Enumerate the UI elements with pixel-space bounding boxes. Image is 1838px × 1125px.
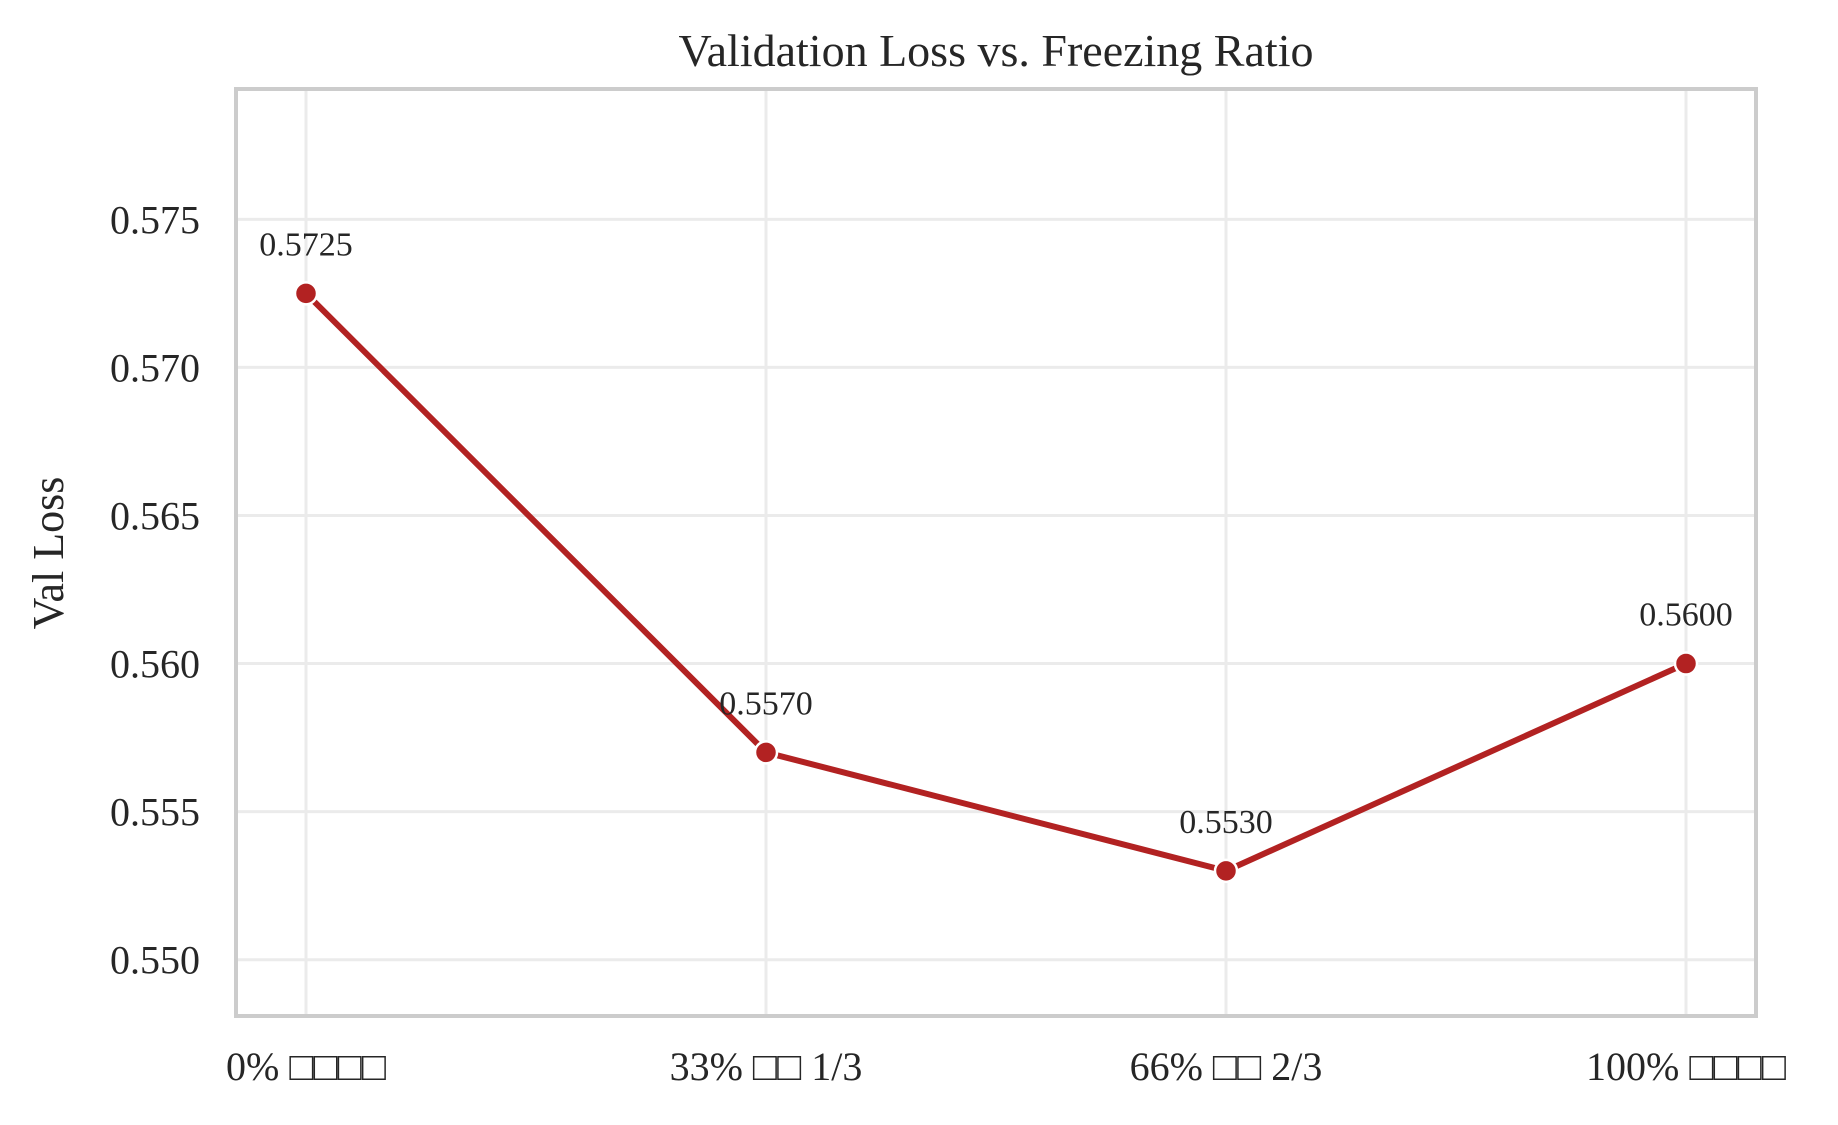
- y-tick-label: 0.555: [110, 790, 200, 835]
- data-point: [1673, 651, 1699, 676]
- data-label: 0.5530: [1179, 804, 1273, 841]
- series-line: [303, 291, 1688, 874]
- x-tick-label: 100% □□□□: [1586, 1044, 1786, 1089]
- data-point: [753, 740, 779, 765]
- y-tick-label: 0.565: [110, 493, 200, 538]
- x-tick-label: 33% □□ 1/3: [670, 1044, 863, 1089]
- data-point: [293, 281, 319, 306]
- data-label: 0.5725: [259, 226, 353, 263]
- plot-frame: [234, 87, 1758, 1018]
- data-labels: 0.5725 0.5570 0.5530 0.5600: [259, 226, 1733, 841]
- y-tick-label: 0.575: [110, 197, 200, 242]
- y-axis-label: Val Loss: [24, 477, 73, 630]
- x-tick-label: 66% □□ 2/3: [1130, 1044, 1323, 1089]
- x-ticks: 0% □□□□ 33% □□ 1/3 66% □□ 2/3 100% □□□□: [226, 1044, 1786, 1089]
- y-ticks: 0.550 0.555 0.560 0.565 0.570 0.575: [110, 197, 200, 982]
- x-tick-label: 0% □□□□: [226, 1044, 386, 1089]
- data-point: [1213, 858, 1239, 884]
- gridlines: [236, 89, 1756, 1016]
- chart-title: Validation Loss vs. Freezing Ratio: [679, 25, 1314, 76]
- series: [293, 281, 1699, 884]
- y-tick-label: 0.550: [110, 938, 200, 983]
- y-tick-label: 0.570: [110, 345, 200, 390]
- y-tick-label: 0.560: [110, 642, 200, 687]
- data-label: 0.5570: [719, 685, 813, 722]
- data-label: 0.5600: [1639, 597, 1733, 634]
